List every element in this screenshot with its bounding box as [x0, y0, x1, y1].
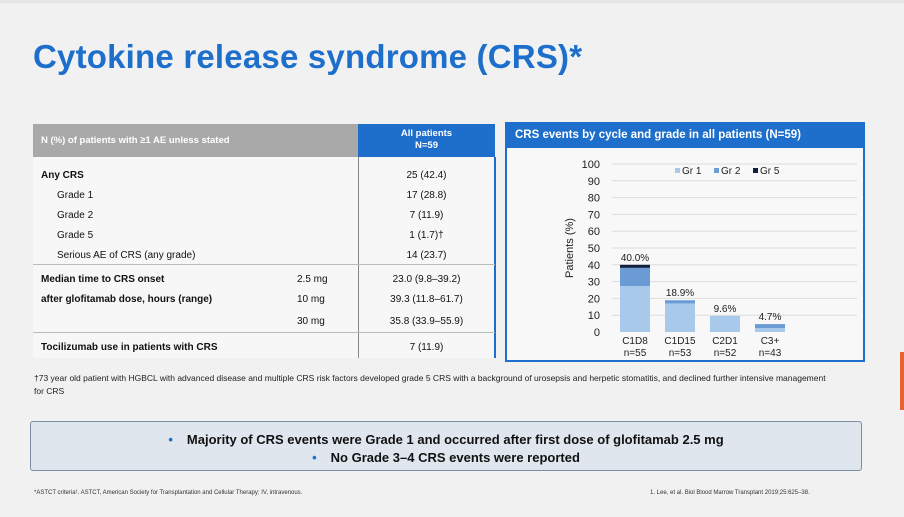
row-value: 23.0 (9.8–39.2) — [392, 274, 461, 285]
y-tick-label: 90 — [588, 176, 600, 188]
row-value: 25 (42.4) — [406, 170, 447, 181]
row-label: after glofitamab dose, hours (range) — [41, 294, 213, 305]
table-row: Median time to CRS onset 2.5 mg 23.0 (9.8–… — [33, 270, 495, 290]
key-point: • No Grade 3–4 CRS events were reported — [312, 450, 580, 465]
y-tick-label: 80 — [588, 193, 600, 205]
x-tick-label: C1D8 — [622, 336, 648, 347]
table-row: Serious AE of CRS (any grade) 14 (23.7) — [33, 246, 495, 266]
x-tick-label: C3+ — [761, 336, 780, 347]
crs-chart: CRS events by cycle and grade in all pat… — [505, 122, 865, 362]
table-row: after glofitamab dose, hours (range) 10 m… — [33, 290, 495, 310]
bar-total-label: 40.0% — [621, 253, 649, 264]
bar-total-label: 4.7% — [759, 312, 782, 323]
footnote: †73 year old patient with HGBCL with adv… — [34, 373, 826, 396]
y-tick-label: 70 — [588, 209, 600, 221]
row-dose: 30 mg — [297, 316, 325, 327]
key-point-text: No Grade 3–4 CRS events were reported — [330, 450, 580, 465]
bar-segment-gr1 — [755, 328, 785, 332]
row-dose: 2.5 mg — [297, 274, 328, 285]
x-tick-label: C1D15 — [664, 336, 696, 347]
table-row: Grade 5 1 (1.7)† — [33, 226, 495, 246]
x-tick-sublabel: n=43 — [759, 348, 782, 359]
row-label: Any CRS — [41, 170, 84, 181]
bar-total-label: 9.6% — [714, 304, 737, 315]
x-tick-sublabel: n=55 — [624, 348, 647, 359]
row-label: Median time to CRS onset — [41, 274, 165, 285]
legend-label: Gr 5 — [760, 166, 780, 177]
footer-reference: 1. Lee, et al. Biol Blood Marrow Transpl… — [650, 490, 810, 496]
row-label: Serious AE of CRS (any grade) — [57, 250, 196, 261]
bar-total-label: 18.9% — [666, 288, 694, 299]
header-n: N=59 — [415, 140, 438, 151]
bar-segment-gr1 — [710, 315, 740, 332]
table-header-left: N (%) of patients with ≥1 AE unless stat… — [33, 124, 358, 157]
legend-swatch — [714, 168, 719, 173]
key-point-text: Majority of CRS events were Grade 1 and … — [186, 432, 724, 447]
y-tick-label: 60 — [588, 226, 600, 238]
slide-title: Cytokine release syndrome (CRS)* — [33, 38, 583, 75]
legend-label: Gr 2 — [721, 166, 741, 177]
y-tick-label: 30 — [588, 277, 600, 289]
footer-abbreviations: *ASTCT criteria¹. ASTCT, American Societ… — [34, 490, 303, 496]
y-tick-label: 0 — [594, 327, 600, 339]
key-point: • Majority of CRS events were Grade 1 and… — [168, 432, 724, 447]
table-row: Tocilizumab use in patients with CRS 7 (1… — [33, 338, 495, 358]
row-value: 1 (1.7)† — [409, 230, 444, 241]
row-value: 7 (11.9) — [409, 342, 444, 353]
row-label: Grade 1 — [57, 190, 94, 201]
bar-segment-gr5 — [620, 264, 650, 268]
top-rule — [0, 0, 904, 3]
x-tick-label: C2D1 — [712, 336, 738, 347]
table-row: 30 mg 35.8 (33.9–55.9) — [33, 312, 495, 332]
bar-segment-gr1 — [665, 303, 695, 332]
legend-swatch — [753, 168, 758, 173]
table-row: Grade 1 17 (28.8) — [33, 186, 495, 206]
header-all-patients: All patients — [400, 128, 453, 139]
x-tick-sublabel: n=52 — [714, 348, 737, 359]
bar-segment-gr2 — [755, 324, 785, 329]
row-value: 17 (28.8) — [406, 190, 447, 201]
key-points-box: • Majority of CRS events were Grade 1 and… — [30, 421, 862, 471]
chart-svg: 0 10 20 30 40 50 60 70 80 90 100 Patients (%) 40.0% C… — [564, 159, 857, 359]
row-label: Tocilizumab use in patients with CRS — [41, 342, 218, 353]
bar-segment-gr2 — [620, 267, 650, 287]
row-value: 39.3 (11.8–61.7) — [390, 294, 463, 305]
y-tick-label: 100 — [582, 159, 600, 171]
row-label: Grade 5 — [57, 230, 94, 241]
chart-title: CRS events by cycle and grade in all pat… — [507, 124, 863, 148]
table-row: Any CRS 25 (42.4) — [33, 166, 495, 186]
y-tick-label: 50 — [588, 243, 600, 255]
accent-bar — [900, 352, 904, 410]
row-divider — [33, 332, 495, 333]
row-divider — [33, 264, 495, 265]
row-label: Grade 2 — [57, 210, 94, 221]
row-value: 14 (23.7) — [406, 250, 447, 261]
y-tick-label: 20 — [588, 293, 600, 305]
bar-segment-gr1 — [620, 286, 650, 332]
crs-table: N (%) of patients with ≥1 AE unless stat… — [33, 124, 496, 358]
bar-segment-gr2 — [665, 300, 695, 304]
legend-label: Gr 1 — [682, 166, 702, 177]
row-value: 7 (11.9) — [409, 210, 444, 221]
x-tick-sublabel: n=53 — [669, 348, 692, 359]
y-axis-label: Patients (%) — [564, 218, 576, 278]
row-value: 35.8 (33.9–55.9) — [389, 316, 464, 327]
y-tick-label: 10 — [588, 310, 600, 322]
table-header-right: All patients N=59 — [358, 124, 495, 157]
y-tick-label: 40 — [588, 260, 600, 272]
column-divider — [358, 157, 359, 358]
column-border — [494, 157, 496, 358]
legend-swatch — [675, 168, 680, 173]
row-dose: 10 mg — [297, 294, 325, 305]
table-row: Grade 2 7 (11.9) — [33, 206, 495, 226]
